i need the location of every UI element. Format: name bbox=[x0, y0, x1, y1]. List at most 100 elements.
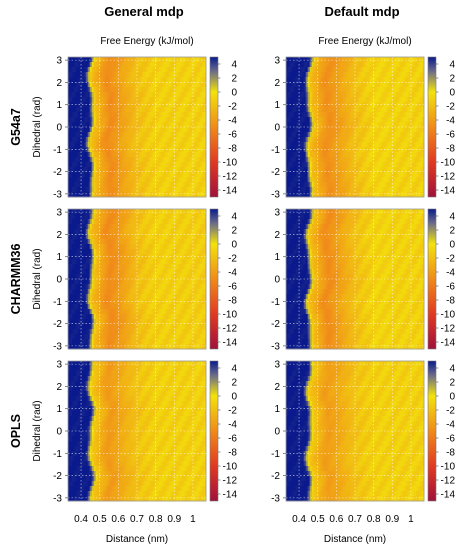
heatmap-cell bbox=[388, 167, 391, 173]
heatmap-cell bbox=[392, 82, 395, 88]
heatmap-cell bbox=[293, 182, 297, 188]
heatmap-cell bbox=[291, 112, 295, 118]
heatmap-cell bbox=[127, 132, 130, 138]
heatmap-cell bbox=[349, 172, 352, 178]
heatmap-cell bbox=[115, 244, 118, 250]
heatmap-cell bbox=[198, 127, 201, 133]
heatmap-cell bbox=[119, 72, 122, 78]
heatmap-cell bbox=[303, 107, 307, 113]
heatmap-cell bbox=[89, 112, 93, 118]
heatmap-cell bbox=[404, 77, 407, 83]
heatmap-cell bbox=[109, 274, 112, 280]
heatmap-cell bbox=[347, 132, 350, 138]
heatmap-cell bbox=[182, 62, 185, 68]
heatmap-cell bbox=[79, 162, 83, 168]
heatmap-cell bbox=[176, 259, 179, 265]
heatmap-cell bbox=[105, 182, 108, 188]
heatmap-cell bbox=[186, 229, 189, 235]
heatmap-cell bbox=[309, 192, 313, 198]
heatmap-cell bbox=[420, 167, 423, 173]
heatmap-cell bbox=[297, 82, 301, 88]
heatmap-cell bbox=[164, 97, 167, 103]
heatmap-cell bbox=[166, 152, 169, 158]
heatmap-cell bbox=[286, 157, 289, 163]
heatmap-cell bbox=[137, 274, 140, 280]
heatmap-cell bbox=[337, 152, 340, 158]
heatmap-cell bbox=[182, 249, 185, 255]
heatmap-cell bbox=[105, 229, 108, 235]
heatmap-cell bbox=[327, 57, 330, 63]
heatmap-cell bbox=[353, 132, 356, 138]
heatmap-cell bbox=[68, 219, 71, 225]
heatmap-cell bbox=[200, 209, 203, 215]
heatmap-cell bbox=[75, 172, 79, 178]
heatmap-cell bbox=[93, 62, 96, 68]
heatmap-cell bbox=[422, 127, 425, 133]
heatmap-cell bbox=[341, 77, 344, 83]
heatmap-cell bbox=[190, 259, 193, 265]
heatmap-cell bbox=[137, 147, 140, 153]
heatmap-cell bbox=[87, 157, 91, 163]
heatmap-cell bbox=[392, 102, 395, 108]
heatmap-cell bbox=[150, 167, 154, 173]
heatmap-cell bbox=[148, 172, 152, 178]
heatmap-cell bbox=[131, 67, 134, 73]
heatmap-cell bbox=[168, 132, 171, 138]
heatmap-cell bbox=[414, 142, 417, 148]
heatmap-cell bbox=[87, 57, 91, 63]
heatmap-cell bbox=[129, 269, 132, 275]
heatmap-cell bbox=[146, 264, 150, 270]
heatmap-cell bbox=[303, 152, 307, 158]
heatmap-cell bbox=[140, 67, 144, 73]
heatmap-cell bbox=[162, 57, 165, 63]
heatmap-cell bbox=[140, 187, 144, 193]
heatmap-cell bbox=[331, 132, 334, 138]
heatmap-cell bbox=[184, 132, 187, 138]
heatmap-cell bbox=[311, 87, 314, 93]
heatmap-cell bbox=[164, 192, 167, 198]
heatmap-cell bbox=[109, 219, 112, 225]
heatmap-cell bbox=[156, 192, 160, 198]
heatmap-cell bbox=[152, 177, 156, 183]
heatmap-cell bbox=[351, 192, 354, 198]
heatmap-cell bbox=[69, 269, 73, 275]
heatmap-cell bbox=[109, 117, 112, 123]
heatmap-cell bbox=[202, 192, 205, 198]
heatmap-cell bbox=[170, 102, 173, 108]
heatmap-cell bbox=[416, 157, 419, 163]
heatmap-cell bbox=[299, 117, 303, 123]
heatmap-cell bbox=[68, 67, 71, 73]
heatmap-cell bbox=[418, 67, 421, 73]
heatmap-cell bbox=[418, 137, 421, 143]
heatmap-cell bbox=[146, 152, 150, 158]
heatmap-cell bbox=[414, 112, 417, 118]
heatmap-cell bbox=[168, 209, 171, 215]
heatmap-cell bbox=[93, 147, 96, 153]
heatmap-cell bbox=[356, 57, 360, 63]
heatmap-cell bbox=[378, 182, 382, 188]
heatmap-cell bbox=[172, 192, 175, 198]
heatmap-cell bbox=[79, 219, 83, 225]
heatmap-cell bbox=[111, 244, 114, 250]
heatmap-cell bbox=[89, 254, 93, 260]
heatmap-cell bbox=[190, 224, 193, 230]
heatmap-cell bbox=[394, 62, 397, 68]
heatmap-cell bbox=[115, 214, 118, 220]
heatmap-cell bbox=[341, 127, 344, 133]
heatmap-cell bbox=[378, 92, 382, 98]
heatmap-cell bbox=[406, 87, 409, 93]
heatmap-cell bbox=[303, 62, 307, 68]
heatmap-cell bbox=[138, 72, 142, 78]
heatmap-cell bbox=[68, 192, 71, 198]
heatmap-cell bbox=[75, 137, 79, 143]
heatmap-cell bbox=[301, 102, 305, 108]
heatmap-cell bbox=[68, 157, 71, 163]
heatmap-cell bbox=[289, 147, 293, 153]
heatmap-cell bbox=[68, 274, 71, 280]
heatmap-cell bbox=[180, 77, 183, 83]
heatmap-cell bbox=[138, 187, 142, 193]
heatmap-cell bbox=[398, 62, 401, 68]
heatmap-cell bbox=[117, 162, 120, 168]
heatmap-cell bbox=[384, 152, 387, 158]
heatmap-cell bbox=[144, 82, 148, 88]
